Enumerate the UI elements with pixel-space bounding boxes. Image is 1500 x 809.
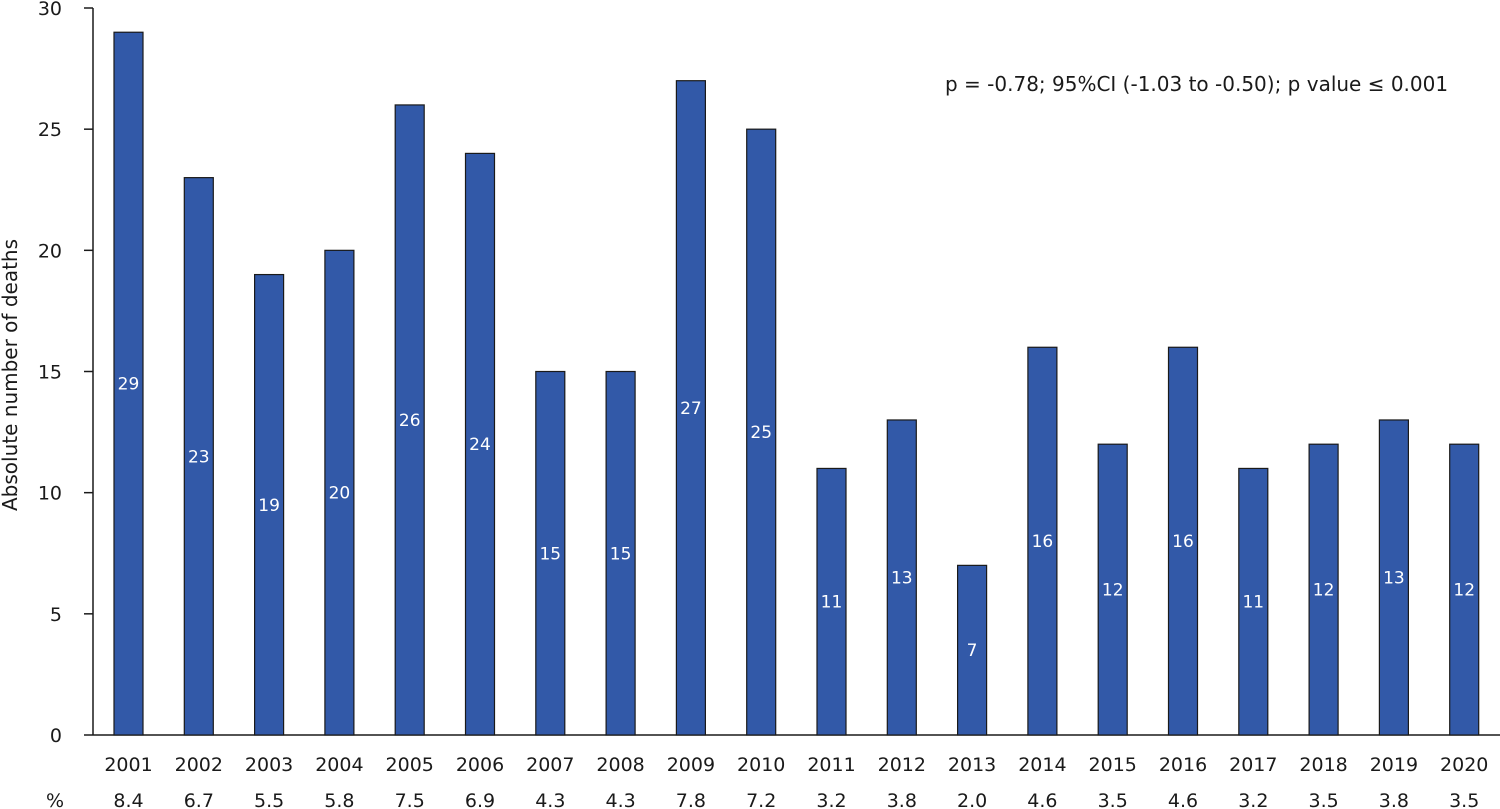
bar-value-label: 26	[399, 411, 421, 431]
bar-value-label: 11	[821, 593, 843, 613]
percent-value: 7.8	[676, 790, 706, 809]
bar-value-label: 16	[1032, 532, 1054, 552]
bar-value-label: 27	[680, 399, 702, 419]
bar	[324, 249, 355, 736]
percent-row-label: %	[46, 790, 64, 809]
percent-value: 6.7	[184, 790, 214, 809]
x-tick-label: 2010	[737, 754, 785, 776]
y-tick-label: 0	[50, 725, 62, 747]
x-tick-label: 2008	[596, 754, 644, 776]
percent-value: 5.5	[254, 790, 284, 809]
y-tick-label: 25	[38, 119, 62, 141]
bar	[1097, 443, 1128, 736]
percent-value: 3.2	[816, 790, 846, 809]
x-tick-label: 2003	[245, 754, 293, 776]
x-tick-label: 2015	[1089, 754, 1137, 776]
percent-value: 4.6	[1027, 790, 1057, 809]
percent-value: 4.6	[1168, 790, 1198, 809]
x-tick-label: 2002	[175, 754, 223, 776]
x-tick-label: 2020	[1440, 754, 1488, 776]
y-tick-label: 15	[38, 362, 62, 384]
y-tick-label: 5	[50, 604, 62, 626]
percent-value: 3.8	[887, 790, 917, 809]
correlation-annotation: p = -0.78; 95%CI (-1.03 to -0.50); p val…	[945, 72, 1448, 96]
percent-value: 3.2	[1238, 790, 1268, 809]
percent-value: 3.5	[1449, 790, 1479, 809]
bar	[816, 467, 847, 736]
bar	[113, 31, 144, 736]
bar	[183, 177, 214, 736]
x-tick-label: 2016	[1159, 754, 1207, 776]
bar-value-label: 15	[610, 544, 632, 564]
percent-value: 4.3	[605, 790, 635, 809]
bar-value-label: 20	[329, 484, 351, 504]
percent-value: 3.5	[1308, 790, 1338, 809]
percent-value: 2.0	[957, 790, 987, 809]
x-tick-label: 2001	[104, 754, 152, 776]
bar	[1027, 346, 1058, 736]
y-axis-label: Absolute number of deaths	[0, 239, 22, 511]
bar-value-label: 12	[1102, 581, 1124, 601]
x-tick-label: 2004	[315, 754, 363, 776]
bar	[254, 273, 285, 736]
bar-value-label: 12	[1313, 581, 1335, 601]
percent-value: 3.5	[1098, 790, 1128, 809]
x-tick-label: 2006	[456, 754, 504, 776]
percent-value: 5.8	[324, 790, 354, 809]
axes	[92, 8, 1500, 736]
x-tick-label: 2014	[1018, 754, 1066, 776]
bar	[1378, 419, 1410, 736]
x-tick-label: 2011	[807, 754, 855, 776]
bar-value-label: 7	[967, 641, 978, 661]
percent-value: 7.5	[395, 790, 425, 809]
bar	[535, 370, 566, 736]
bar-value-label: 29	[118, 375, 140, 395]
percent-value: 8.4	[113, 790, 143, 809]
x-tick-label: 2005	[386, 754, 434, 776]
x-tick-label: 2018	[1299, 754, 1347, 776]
percent-value: 7.2	[746, 790, 776, 809]
percent-value: 3.8	[1379, 790, 1409, 809]
percent-value: 6.9	[465, 790, 495, 809]
bar-value-label: 12	[1453, 581, 1475, 601]
y-ticks: 0 5 10 15 20 25 30	[38, 0, 93, 747]
bar-value-label: 19	[258, 496, 280, 516]
bar-value-label: 13	[891, 568, 913, 588]
bar-value-label: 11	[1242, 593, 1264, 613]
bar	[956, 564, 988, 736]
bar	[746, 128, 777, 736]
x-tick-label: 2007	[526, 754, 574, 776]
bar-value-label: 13	[1383, 568, 1405, 588]
bar	[1167, 346, 1199, 736]
y-tick-label: 10	[38, 483, 62, 505]
x-tick-label: 2019	[1370, 754, 1418, 776]
y-tick-label: 30	[38, 0, 62, 20]
bar	[675, 80, 707, 736]
y-tick-label: 20	[38, 240, 62, 262]
percent-row: % 8.4 6.7 5.5 5.8 7.5 6.9 4.3 4.3 7.8 7.2 3.2 3.8 2.…	[46, 790, 1479, 809]
bar-value-label: 15	[539, 544, 561, 564]
bars: 29 23 19 20 26 24 15 15 27 25 11 13 7 16 12 16 11 12 13 12	[113, 31, 1480, 736]
x-tick-label: 2013	[948, 754, 996, 776]
bar	[1238, 467, 1269, 736]
bar	[464, 152, 496, 736]
bar-value-label: 25	[750, 423, 772, 443]
bar	[1449, 443, 1480, 736]
bar-value-label: 24	[469, 435, 491, 455]
bar	[605, 370, 636, 736]
bar	[1308, 443, 1339, 736]
x-tick-label: 2009	[667, 754, 715, 776]
x-tick-label: 2017	[1229, 754, 1277, 776]
bar	[394, 104, 425, 736]
x-tick-label: 2012	[878, 754, 926, 776]
bar-value-label: 23	[188, 447, 210, 467]
percent-value: 4.3	[535, 790, 565, 809]
bar-value-label: 16	[1172, 532, 1194, 552]
bar	[886, 419, 917, 736]
x-ticks: 2001 2002 2003 2004 2005 2006 2007 2008 2009 2010…	[104, 754, 1488, 776]
